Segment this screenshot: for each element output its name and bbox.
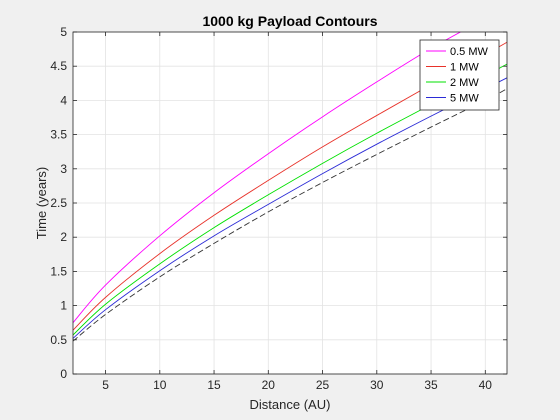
y-tick-label: 0	[60, 367, 67, 381]
legend-label: 0.5 MW	[450, 46, 489, 58]
series-line-dashed-4	[73, 88, 507, 342]
x-tick-label: 35	[424, 378, 438, 392]
y-tick-label: 3	[60, 162, 67, 176]
y-tick-label: 4	[60, 93, 67, 107]
y-tick-label: 2	[60, 230, 67, 244]
y-tick-label: 1.5	[50, 264, 67, 278]
x-tick-label: 40	[479, 378, 493, 392]
legend-box	[419, 39, 500, 111]
series-line-0_5-MW	[73, 32, 462, 323]
y-tick-label: 5	[60, 25, 67, 39]
y-tick-label: 1	[60, 299, 67, 313]
legend: 0.5 MW 1 MW 2 MW 5 MW	[419, 39, 500, 111]
legend-label: 1 MW	[450, 62, 479, 74]
x-axis-label: Distance (AU)	[250, 397, 331, 412]
chart-title: 1000 kg Payload Contours	[202, 13, 377, 29]
y-tick-label: 0.5	[50, 333, 67, 347]
x-tick-label: 10	[153, 378, 167, 392]
x-tick-label: 25	[316, 378, 330, 392]
legend-label: 2 MW	[450, 77, 479, 89]
x-tick-label: 20	[262, 378, 276, 392]
ticks: 5 10 15 20 25 30 35 40 0 0.5 1 1.5 2 2.5 3 3.5 4 4.5 5	[50, 25, 507, 392]
x-tick-label: 30	[370, 378, 384, 392]
y-tick-label: 3.5	[50, 128, 67, 142]
x-tick-label: 5	[102, 378, 109, 392]
x-tick-label: 15	[207, 378, 221, 392]
legend-label: 5 MW	[450, 93, 479, 105]
y-tick-label: 4.5	[50, 59, 67, 73]
y-axis-label: Time (years)	[34, 167, 49, 239]
y-tick-label: 2.5	[50, 196, 67, 210]
